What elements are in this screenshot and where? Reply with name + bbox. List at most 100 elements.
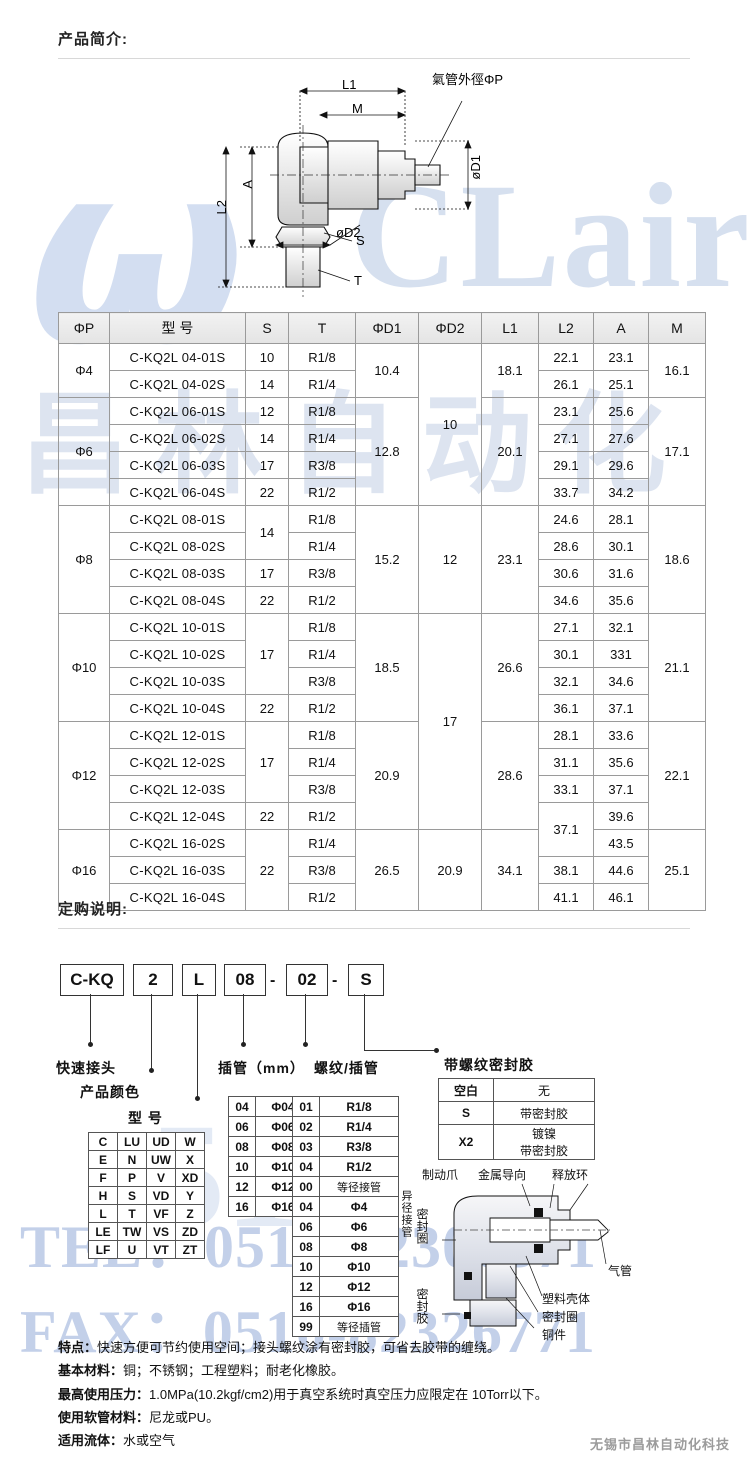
cell-t: R3/8 xyxy=(288,775,356,803)
code-part-seal[interactable]: S xyxy=(348,964,384,996)
spec-label: 基本材料： xyxy=(58,1363,124,1379)
cell-l2: 24.6 xyxy=(538,505,594,533)
cell: L xyxy=(88,1204,118,1223)
cell-a: 37.1 xyxy=(593,694,649,722)
table-row: 04 Φ4 xyxy=(292,1196,399,1217)
cell: 04 xyxy=(292,1196,320,1217)
callout-model-no: 型 号 xyxy=(128,1110,163,1126)
cell: E xyxy=(88,1150,118,1169)
cell-t: R1/2 xyxy=(288,802,356,830)
cell-l2: 28.1 xyxy=(538,721,594,749)
cell-s: 22 xyxy=(245,802,289,830)
cell: T xyxy=(117,1204,147,1223)
cutaway-label-seal-ring-left: 密封圈 xyxy=(415,1208,429,1244)
cell-d2: 10 xyxy=(418,343,482,506)
product-technical-drawing: L1 M øD1 øD2 A L2 S T 氣管外徑ΦP xyxy=(200,55,560,305)
cell-s: 12 xyxy=(245,397,289,425)
cell: H xyxy=(88,1186,118,1205)
cell: Φ8 xyxy=(319,1236,399,1257)
dim-label-tube-od: 氣管外徑ΦP xyxy=(432,72,504,87)
table-row: Φ8 C-KQ2L 08-01S 14 R1/8 15.2 12 23.1 24.6 28.1 1… xyxy=(58,505,706,614)
cell-t: R1/8 xyxy=(288,397,356,425)
col-d2: ΦD2 xyxy=(418,312,482,344)
dim-label-d1: øD1 xyxy=(468,155,483,180)
table-row: C LU UD W xyxy=(88,1132,205,1151)
cell-t: R1/8 xyxy=(288,613,356,641)
cell: Φ4 xyxy=(319,1196,399,1217)
table-row: C-KQ2L 16-03S R3/8 38.1 44.6 xyxy=(59,856,706,884)
cell: LF xyxy=(88,1240,118,1259)
cell-a: 35.6 xyxy=(593,586,649,614)
cell-model: C-KQ2L 06-03S xyxy=(109,451,246,479)
table-row: 99 等径插管 xyxy=(292,1316,399,1337)
table-row: C-KQ2L 08-04S 22 R1/2 34.6 35.6 xyxy=(59,586,706,614)
spec-label: 特点： xyxy=(58,1340,98,1355)
cell: TW xyxy=(117,1222,147,1241)
cell-model: C-KQ2L 12-02S xyxy=(109,748,246,776)
table-row: C-KQ2L 04-02S 14 R1/4 26.1 25.1 xyxy=(59,370,706,398)
dim-label-l1: L1 xyxy=(342,77,357,92)
table-row: C-KQ2L 10-02S R1/4 30.1 331 xyxy=(59,640,706,668)
cell-l2: 37.1 xyxy=(538,802,594,857)
cell: XD xyxy=(175,1168,205,1187)
cutaway-label-pawl: 制动爪 xyxy=(422,1168,459,1182)
cell-model: C-KQ2L 04-02S xyxy=(109,370,246,398)
cell: 10 xyxy=(292,1256,320,1277)
table-row: S 带密封胶 xyxy=(438,1101,595,1125)
col-l1: L1 xyxy=(481,312,539,344)
table-row: 00 等径接管 xyxy=(292,1176,399,1197)
cell-s: 14 xyxy=(245,505,289,560)
code-part-model[interactable]: L xyxy=(182,964,216,996)
cell-l2: 28.6 xyxy=(538,532,594,560)
cutaway-label-release-ring: 释放环 xyxy=(552,1168,589,1182)
table-row: 04 R1/2 xyxy=(292,1156,399,1177)
cell-l2: 22.1 xyxy=(538,343,594,371)
cell: UD xyxy=(146,1132,176,1151)
spec-label: 最高使用压力： xyxy=(58,1386,150,1402)
cell-a: 25.6 xyxy=(593,397,649,425)
code-part-tube[interactable]: 08 xyxy=(224,964,266,996)
cell-model: C-KQ2L 16-04S xyxy=(109,883,246,911)
spec-line: 特点：快速方便可节约使用空间；接头螺纹涂有密封胶，可省去胶带的缠绕。 xyxy=(58,1340,698,1356)
cell-t: R1/2 xyxy=(288,586,356,614)
cell: X xyxy=(175,1150,205,1169)
cell-a: 33.6 xyxy=(593,721,649,749)
table-row: 16 Φ16 xyxy=(292,1296,399,1317)
cell-t: R1/4 xyxy=(288,640,356,668)
spec-label: 适用流体： xyxy=(58,1433,124,1448)
cell-a: 43.5 xyxy=(593,829,649,857)
code-separator-2: - xyxy=(332,972,338,989)
cutaway-label-plastic-body: 塑料壳体 xyxy=(542,1292,591,1306)
code-part-thread[interactable]: 02 xyxy=(286,964,328,996)
dim-label-s: S xyxy=(356,233,365,248)
cell-t: R1/4 xyxy=(288,829,356,857)
cell-l2: 27.1 xyxy=(538,424,594,452)
cell-model: C-KQ2L 08-01S xyxy=(109,505,246,533)
cell: LE xyxy=(88,1222,118,1241)
cell: VS xyxy=(146,1222,176,1241)
cell-s: 22 xyxy=(245,829,289,911)
code-part-prefix[interactable]: C-KQ xyxy=(60,964,124,996)
cell-model: C-KQ2L 08-03S xyxy=(109,559,246,587)
cell: 00 xyxy=(292,1176,320,1197)
dot-seal xyxy=(434,1048,439,1053)
cell: R1/4 xyxy=(319,1116,399,1137)
cell-l2: 27.1 xyxy=(538,613,594,641)
cell-t: R3/8 xyxy=(288,856,356,884)
cell: 16 xyxy=(228,1196,256,1217)
spec-value: 尼龙或PU。 xyxy=(149,1409,220,1425)
cell-a: 23.1 xyxy=(593,343,649,371)
table-row: 10 Φ10 xyxy=(292,1256,399,1277)
spec-line: 基本材料：铜；不锈钢；工程塑料；耐老化橡胶。 xyxy=(58,1363,698,1379)
cell-model: C-KQ2L 06-02S xyxy=(109,424,246,452)
ordering-info-heading: 定购说明: xyxy=(58,901,128,918)
code-part-color[interactable]: 2 xyxy=(133,964,173,996)
cell: 03 xyxy=(292,1136,320,1157)
cell-a: 34.2 xyxy=(593,478,649,506)
cell-s: 10 xyxy=(245,343,289,371)
col-s: S xyxy=(245,312,289,344)
dim-label-l2: L2 xyxy=(214,200,229,215)
cell: 02 xyxy=(292,1116,320,1137)
cell-model: C-KQ2L 12-04S xyxy=(109,802,246,830)
table-row: Φ6 C-KQ2L 06-01S 12 R1/8 12.8 20.1 23.1 25.6 17.… xyxy=(58,397,706,506)
